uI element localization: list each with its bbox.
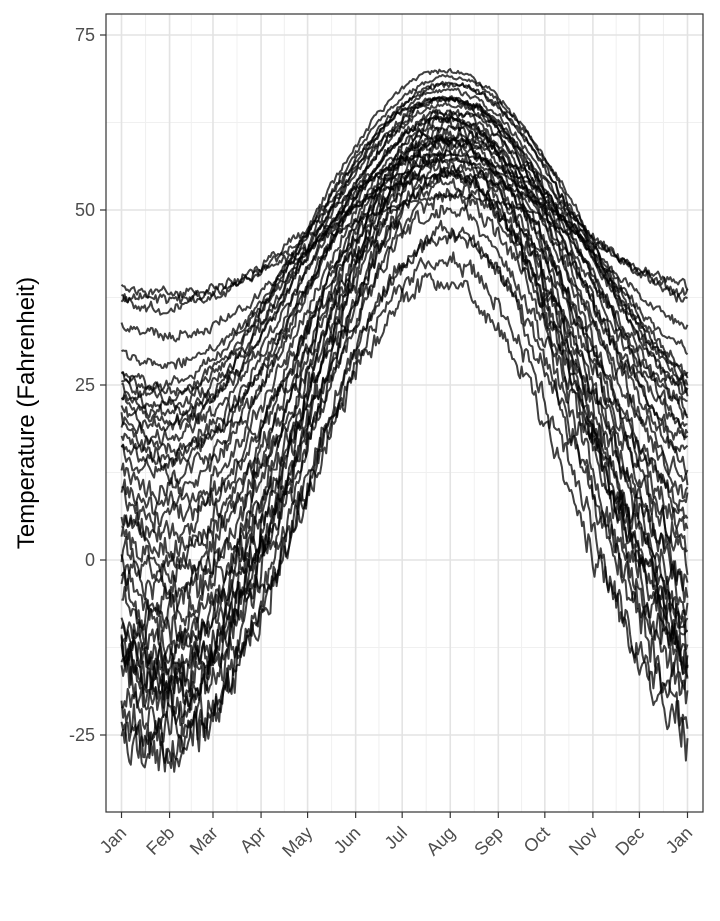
series-line xyxy=(120,187,689,711)
series-line xyxy=(120,95,689,504)
x-tick-label: May xyxy=(278,823,316,861)
series-line xyxy=(120,118,689,601)
x-tick-label: Nov xyxy=(565,823,602,860)
y-axis-title: Temperature (Fahrenheit) xyxy=(13,277,40,549)
series-line xyxy=(121,68,689,406)
x-tick-label: Jun xyxy=(330,823,365,858)
x-tick-label: Mar xyxy=(186,823,222,859)
y-tick-label: 25 xyxy=(75,375,95,395)
x-tick-label: Apr xyxy=(236,823,270,857)
y-tick-label: 0 xyxy=(85,550,95,570)
series-line xyxy=(121,73,689,397)
y-axis: -25 0 25 50 75 xyxy=(69,25,106,745)
series-line xyxy=(120,251,689,764)
series-lines-layer xyxy=(120,68,689,773)
series-line xyxy=(120,108,689,485)
series-line xyxy=(120,272,689,773)
series-line xyxy=(120,101,688,446)
series-line xyxy=(121,87,689,418)
x-tick-label: Jan xyxy=(662,823,697,858)
x-tick-label: Sep xyxy=(470,823,507,860)
x-axis: Jan Feb Mar Apr May Jun Jul Aug Sep Oct Nov Dec Jan xyxy=(96,812,697,861)
series-line xyxy=(120,95,689,432)
x-tick-label: Jul xyxy=(381,823,411,853)
x-tick-label: Feb xyxy=(142,823,178,859)
plot-border xyxy=(105,13,704,813)
series-line xyxy=(121,114,689,562)
series-line xyxy=(120,204,689,725)
y-tick-label: 50 xyxy=(75,200,95,220)
y-tick-label: 75 xyxy=(75,25,95,45)
x-tick-label: Jan xyxy=(96,823,131,858)
series-line xyxy=(120,124,689,534)
series-line xyxy=(120,133,689,585)
series-line xyxy=(120,134,689,630)
y-tick-label: -25 xyxy=(69,725,95,745)
x-tick-label: Dec xyxy=(611,823,648,860)
x-tick-label: Aug xyxy=(422,823,459,860)
x-tick-label: Oct xyxy=(520,823,554,857)
series-line xyxy=(120,126,689,573)
